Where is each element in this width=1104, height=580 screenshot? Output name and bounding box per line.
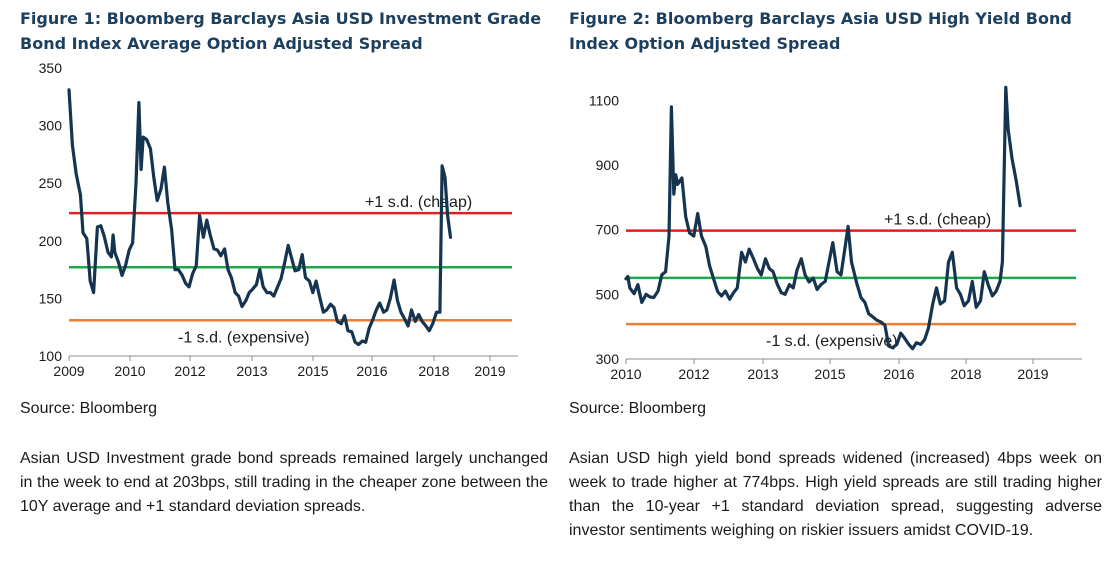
fig2-x-tick-label: 2018 <box>950 366 981 382</box>
fig2-y-tick-label: 700 <box>596 222 620 238</box>
figure-1-commentary: Asian USD Investment grade bond spreads … <box>20 450 548 515</box>
fig1-x-tick-label: 2015 <box>297 363 328 379</box>
fig1-spread-series-line <box>67 88 453 347</box>
fig1-y-tick-label: 250 <box>39 175 63 191</box>
fig1-x-tick-label: 2010 <box>114 363 145 379</box>
fig1-minus-1-sd-line-label: -1 s.d. (expensive) <box>178 329 310 346</box>
fig2-x-tick-label: 2012 <box>678 366 709 382</box>
figure-2-title: Figure 2: Bloomberg Barclays Asia USD Hi… <box>569 9 1072 53</box>
fig1-y-tick-label: 200 <box>39 233 63 249</box>
fig2-x-tick-label: 2013 <box>747 366 778 382</box>
fig2-minus-1-sd-line-label: -1 s.d. (expensive) <box>766 333 898 350</box>
figure-1-source: Source: Bloomberg <box>20 400 157 417</box>
figure-1-panel: Figure 1: Bloomberg Barclays Asia USD In… <box>0 0 548 580</box>
fig1-x-tick-label: 2016 <box>356 363 387 379</box>
fig1-y-tick-label: 100 <box>39 348 63 364</box>
fig1-x-tick-label: 2019 <box>474 363 505 379</box>
figure-2-panel: Figure 2: Bloomberg Barclays Asia USD Hi… <box>554 0 1102 580</box>
fig2-y-tick-label: 1100 <box>589 92 619 108</box>
figure-2-source: Source: Bloomberg <box>569 400 706 417</box>
fig1-y-tick-label: 150 <box>39 290 63 306</box>
figure-2-commentary: Asian USD high yield bond spreads widene… <box>569 450 1102 539</box>
fig2-spread-series-line <box>624 85 1022 351</box>
fig2-x-tick-label: 2010 <box>610 366 641 382</box>
fig2-x-tick-label: 2015 <box>814 366 845 382</box>
fig1-x-tick-label: 2012 <box>174 363 205 379</box>
fig1-y-tick-label: 300 <box>39 118 63 134</box>
fig2-y-tick-label: 900 <box>596 157 620 173</box>
fig2-x-tick-label: 2016 <box>883 366 914 382</box>
fig1-plus-1-sd-line-label: +1 s.d. (cheap) <box>365 194 472 211</box>
fig1-y-tick-label: 350 <box>39 60 63 76</box>
figure-1-title: Figure 1: Bloomberg Barclays Asia USD In… <box>20 9 542 53</box>
fig1-x-tick-label: 2009 <box>53 363 84 379</box>
fig2-y-tick-label: 300 <box>596 351 620 367</box>
figure-1-chart: 100 150 200 250 300 350 2009 2010 2012 2013 2015 20… <box>39 60 518 379</box>
fig1-x-tick-label: 2013 <box>236 363 267 379</box>
fig2-x-tick-label: 2019 <box>1017 366 1048 382</box>
fig1-x-tick-label: 2018 <box>418 363 449 379</box>
fig2-y-tick-label: 500 <box>596 286 620 302</box>
fig2-plus-1-sd-line-label: +1 s.d. (cheap) <box>884 212 991 229</box>
figure-2-chart: 300 500 700 900 1100 2010 2012 2013 2015 2016 2018… <box>589 85 1082 382</box>
